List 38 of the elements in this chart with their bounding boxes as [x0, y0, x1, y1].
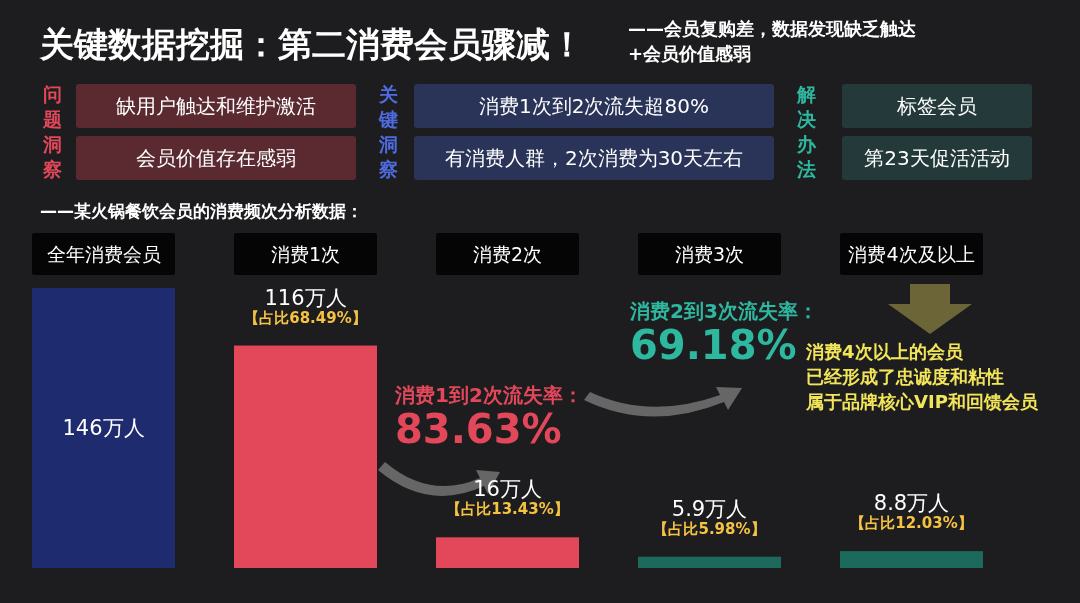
annotation: 属于品牌核心VIP和回馈会员: [806, 390, 1038, 414]
annotation: 【占比12.03%】: [849, 514, 974, 534]
chart-title: 关键数据挖掘：第二消费会员骤减！: [40, 23, 584, 66]
x-tick-label: 全年消费会员: [46, 243, 161, 265]
data-label: 8.8万人: [873, 490, 951, 516]
x-tick-label: 消费2次: [472, 243, 543, 265]
annotation: 69.18%: [630, 322, 797, 368]
annotation: 【占比5.98%】: [652, 519, 767, 539]
data-label: 5.9万人: [670, 495, 749, 521]
chart-subtitle: ——会员复购差，数据发现缺乏触达+会员价值感弱: [628, 17, 917, 66]
text: 关键洞察: [377, 82, 399, 182]
data-label: 16万人: [473, 476, 543, 502]
bar: [638, 556, 781, 568]
annotation: 已经形成了忠诚度和粘性: [806, 365, 1004, 389]
data-label: 116万人: [263, 284, 348, 310]
text: 解决办法: [795, 82, 817, 182]
text: 缺用户触达和维护激活: [76, 84, 356, 128]
x-tick-label: 消费4次及以上: [848, 243, 975, 265]
text: 消费1次到2次流失超80%: [414, 84, 774, 128]
annotation: 消费2到3次流失率：: [630, 298, 818, 325]
bar: [840, 551, 983, 568]
bar: [32, 288, 175, 568]
text: ——某火锅餐饮会员的消费频次分析数据：: [40, 200, 363, 223]
annotation: 【占比68.49%】: [243, 308, 368, 328]
annotation: 消费4次以上的会员: [806, 340, 963, 364]
text: 第23天促活活动: [842, 136, 1032, 180]
bar: [436, 537, 579, 568]
text: 标签会员: [842, 84, 1032, 128]
x-tick-label: 消费3次: [674, 243, 745, 265]
bar: [234, 345, 377, 568]
annotation: 【占比13.43%】: [445, 500, 570, 520]
text: 问题洞察: [41, 82, 63, 182]
annotation: 消费1到2次流失率：: [395, 382, 583, 409]
text: 会员价值存在感弱: [76, 136, 356, 180]
data-label: 146万人: [61, 415, 146, 442]
annotation: 83.63%: [395, 406, 562, 452]
x-tick-label: 消费1次: [270, 243, 341, 265]
text: 有消费人群，2次消费为30天左右: [414, 136, 774, 180]
